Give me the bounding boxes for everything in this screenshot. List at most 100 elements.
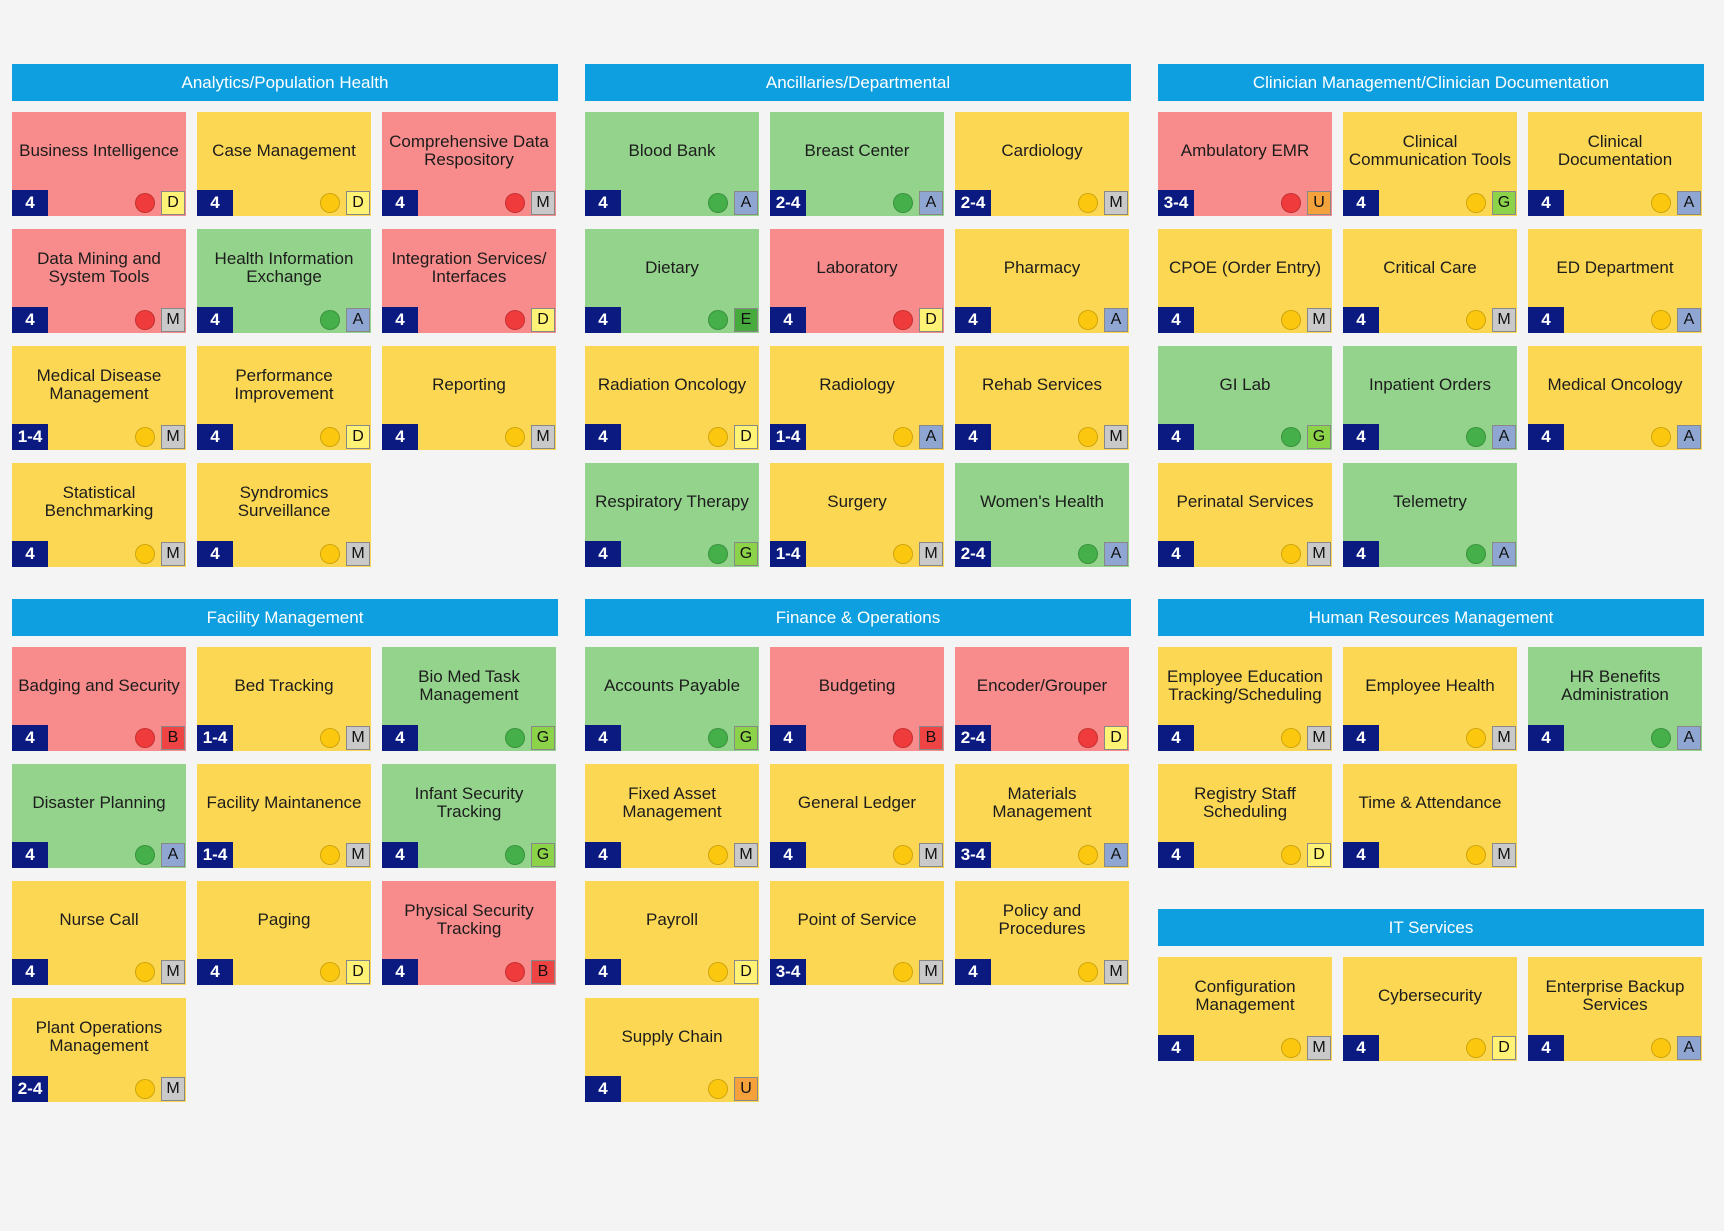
application-card[interactable]: Infant Security Tracking 4 G <box>382 764 556 868</box>
level-badge: 4 <box>585 424 621 450</box>
grade-badge: D <box>919 308 943 332</box>
application-card[interactable]: Women's Health 2-4 A <box>955 463 1129 567</box>
application-card[interactable]: Bed Tracking 1-4 M <box>197 647 371 751</box>
application-card[interactable]: Materials Management 3-4 A <box>955 764 1129 868</box>
level-badge: 4 <box>770 842 806 868</box>
grade-badge: M <box>1104 960 1128 984</box>
application-card[interactable]: Registry Staff Scheduling 4 D <box>1158 764 1332 868</box>
card-title: Radiation Oncology <box>597 375 747 394</box>
status-dot-icon <box>1466 427 1486 447</box>
level-badge: 3-4 <box>955 842 991 868</box>
card-title: Bio Med Task Management <box>418 667 520 704</box>
application-card[interactable]: Plant Operations Management 2-4 M <box>12 998 186 1102</box>
application-card[interactable]: Payroll 4 D <box>585 881 759 985</box>
application-card[interactable]: Employee Health 4 M <box>1343 647 1517 751</box>
application-card[interactable]: Medical Disease Management 1-4 M <box>12 346 186 450</box>
application-card[interactable]: Accounts Payable 4 G <box>585 647 759 751</box>
application-card[interactable]: Radiation Oncology 4 D <box>585 346 759 450</box>
application-card[interactable]: Performance Improvement 4 D <box>197 346 371 450</box>
level-badge: 4 <box>1158 1035 1194 1061</box>
application-card[interactable]: Critical Care 4 M <box>1343 229 1517 333</box>
application-card[interactable]: Surgery 1-4 M <box>770 463 944 567</box>
grade-badge: M <box>346 843 370 867</box>
application-card[interactable]: Telemetry 4 A <box>1343 463 1517 567</box>
application-card[interactable]: Blood Bank 4 A <box>585 112 759 216</box>
grade-badge: D <box>346 425 370 449</box>
card-title: Payroll <box>646 910 698 929</box>
application-card[interactable]: Perinatal Services 4 M <box>1158 463 1332 567</box>
application-card[interactable]: Inpatient Orders 4 A <box>1343 346 1517 450</box>
application-card[interactable]: Medical Oncology 4 A <box>1528 346 1702 450</box>
application-card[interactable]: Encoder/Grouper 2-4 D <box>955 647 1129 751</box>
application-card[interactable]: Laboratory 4 D <box>770 229 944 333</box>
application-card[interactable]: Ambulatory EMR 3-4 U <box>1158 112 1332 216</box>
level-badge: 4 <box>1158 842 1194 868</box>
application-card[interactable]: Breast Center 2-4 A <box>770 112 944 216</box>
status-dot-icon <box>1281 193 1301 213</box>
application-card[interactable]: Integration Services/ Interfaces 4 D <box>382 229 556 333</box>
grade-badge: M <box>1307 726 1331 750</box>
application-card[interactable]: Policy and Procedures 4 M <box>955 881 1129 985</box>
application-card[interactable]: Nurse Call 4 M <box>12 881 186 985</box>
application-card[interactable]: GI Lab 4 G <box>1158 346 1332 450</box>
application-card[interactable]: Paging 4 D <box>197 881 371 985</box>
application-card[interactable]: CPOE (Order Entry) 4 M <box>1158 229 1332 333</box>
application-card[interactable]: Clinical Documentation 4 A <box>1528 112 1702 216</box>
application-card[interactable]: Cybersecurity 4 D <box>1343 957 1517 1061</box>
application-card[interactable]: Health Information Exchange 4 A <box>197 229 371 333</box>
application-card[interactable]: HR Benefits Administration 4 A <box>1528 647 1702 751</box>
card-title: Bed Tracking <box>234 676 334 695</box>
level-badge: 4 <box>1343 424 1379 450</box>
application-card[interactable]: Clinical Communication Tools 4 G <box>1343 112 1517 216</box>
section-header: Facility Management <box>12 599 558 636</box>
application-card[interactable]: Budgeting 4 B <box>770 647 944 751</box>
application-card[interactable]: Cardiology 2-4 M <box>955 112 1129 216</box>
level-badge: 4 <box>382 725 418 751</box>
application-card[interactable]: Data Mining and System Tools 4 M <box>12 229 186 333</box>
application-card[interactable]: Syndromics Surveillance 4 M <box>197 463 371 567</box>
application-card[interactable]: Employee Education Tracking/Scheduling 4 M <box>1158 647 1332 751</box>
application-card[interactable]: Facility Maintanence 1-4 M <box>197 764 371 868</box>
grade-badge: M <box>161 308 185 332</box>
card-title: Respiratory Therapy <box>595 492 749 511</box>
card-grid: Employee Education Tracking/Scheduling 4 M… <box>1158 647 1704 868</box>
application-card[interactable]: Business Intelligence 4 D <box>12 112 186 216</box>
grade-badge: D <box>734 960 758 984</box>
card-title: Medical Disease Management <box>36 366 162 403</box>
card-title: Dietary <box>645 258 699 277</box>
application-card[interactable]: Enterprise Backup Services 4 A <box>1528 957 1702 1061</box>
application-card[interactable]: Supply Chain 4 U <box>585 998 759 1102</box>
application-card[interactable]: Disaster Planning 4 A <box>12 764 186 868</box>
application-card[interactable]: Case Management 4 D <box>197 112 371 216</box>
application-card[interactable]: Reporting 4 M <box>382 346 556 450</box>
card-title: Medical Oncology <box>1547 375 1683 394</box>
application-card[interactable]: Point of Service 3-4 M <box>770 881 944 985</box>
status-dot-icon <box>1078 962 1098 982</box>
application-card[interactable]: Time & Attendance 4 M <box>1343 764 1517 868</box>
application-card[interactable]: Physical Security Tracking 4 B <box>382 881 556 985</box>
status-dot-icon <box>1078 310 1098 330</box>
application-card[interactable]: ED Department 4 A <box>1528 229 1702 333</box>
card-grid: Accounts Payable 4 G Budgeting 4 B Encoder/Gro… <box>585 647 1131 1102</box>
application-card[interactable]: Fixed Asset Management 4 M <box>585 764 759 868</box>
application-card[interactable]: Badging and Security 4 B <box>12 647 186 751</box>
application-card[interactable]: Bio Med Task Management 4 G <box>382 647 556 751</box>
application-card[interactable]: General Ledger 4 M <box>770 764 944 868</box>
level-badge: 4 <box>1158 307 1194 333</box>
application-card[interactable]: Dietary 4 E <box>585 229 759 333</box>
status-dot-icon <box>1466 1038 1486 1058</box>
application-card[interactable]: Statistical Benchmarking 4 M <box>12 463 186 567</box>
application-card[interactable]: Pharmacy 4 A <box>955 229 1129 333</box>
application-card[interactable]: Radiology 1-4 A <box>770 346 944 450</box>
level-badge: 4 <box>770 307 806 333</box>
application-card[interactable]: Respiratory Therapy 4 G <box>585 463 759 567</box>
card-title: Point of Service <box>797 910 917 929</box>
status-dot-icon <box>1651 310 1671 330</box>
application-card[interactable]: Configuration Management 4 M <box>1158 957 1332 1061</box>
status-dot-icon <box>320 310 340 330</box>
application-card[interactable]: Comprehensive Data Respository 4 M <box>382 112 556 216</box>
card-title: Nurse Call <box>59 910 139 929</box>
level-badge: 4 <box>12 842 48 868</box>
application-card[interactable]: Rehab Services 4 M <box>955 346 1129 450</box>
level-badge: 2-4 <box>955 541 991 567</box>
